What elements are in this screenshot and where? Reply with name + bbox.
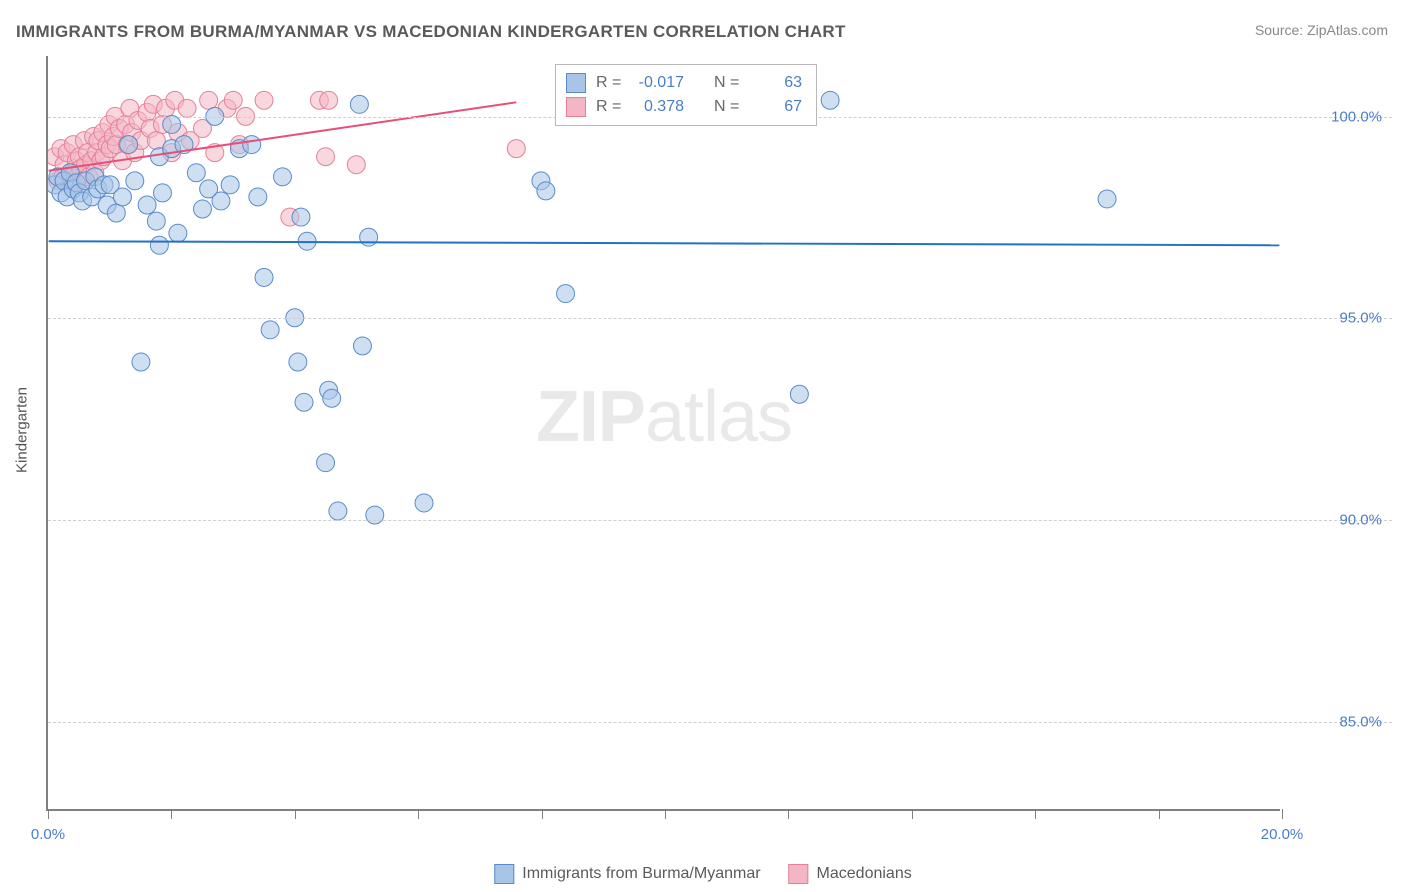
legend-swatch-burma (566, 73, 586, 93)
legend-series: Immigrants from Burma/Myanmar Macedonian… (494, 864, 911, 884)
watermark-rest: atlas (645, 377, 792, 457)
y-tick-label: 85.0% (1292, 714, 1382, 731)
legend-item-burma: Immigrants from Burma/Myanmar (494, 864, 760, 884)
chart-svg (48, 56, 1280, 809)
legend-n-label: N = (714, 74, 742, 92)
y-axis-label: Kindergarten (14, 387, 31, 473)
legend-n-value-macedonians: 67 (752, 98, 802, 116)
legend-r-value-macedonians: 0.378 (634, 98, 684, 116)
y-tick-label: 100.0% (1292, 108, 1382, 125)
watermark: ZIPatlas (536, 376, 792, 458)
source-label: Source: ZipAtlas.com (1255, 22, 1388, 38)
legend-label-macedonians: Macedonians (817, 865, 912, 883)
legend-r-label: R = (596, 98, 624, 116)
plot-area: ZIPatlas 85.0%90.0%95.0%100.0%0.0%20.0% (46, 56, 1280, 811)
legend-item-macedonians: Macedonians (789, 864, 912, 884)
legend-swatch-burma-bottom (494, 864, 514, 884)
legend-correlation-box: R = -0.017 N = 63 R = 0.378 N = 67 (555, 64, 817, 126)
y-tick-label: 95.0% (1292, 310, 1382, 327)
watermark-bold: ZIP (536, 377, 645, 457)
x-tick-label: 0.0% (31, 826, 65, 843)
legend-label-burma: Immigrants from Burma/Myanmar (522, 865, 760, 883)
legend-n-label: N = (714, 98, 742, 116)
chart-title: IMMIGRANTS FROM BURMA/MYANMAR VS MACEDON… (16, 22, 846, 42)
legend-row-macedonians: R = 0.378 N = 67 (566, 95, 802, 119)
legend-r-value-burma: -0.017 (634, 74, 684, 92)
legend-swatch-macedonians (566, 97, 586, 117)
x-tick-label: 20.0% (1261, 826, 1304, 843)
legend-n-value-burma: 63 (752, 74, 802, 92)
legend-swatch-macedonians-bottom (789, 864, 809, 884)
y-tick-label: 90.0% (1292, 512, 1382, 529)
legend-row-burma: R = -0.017 N = 63 (566, 71, 802, 95)
legend-r-label: R = (596, 74, 624, 92)
